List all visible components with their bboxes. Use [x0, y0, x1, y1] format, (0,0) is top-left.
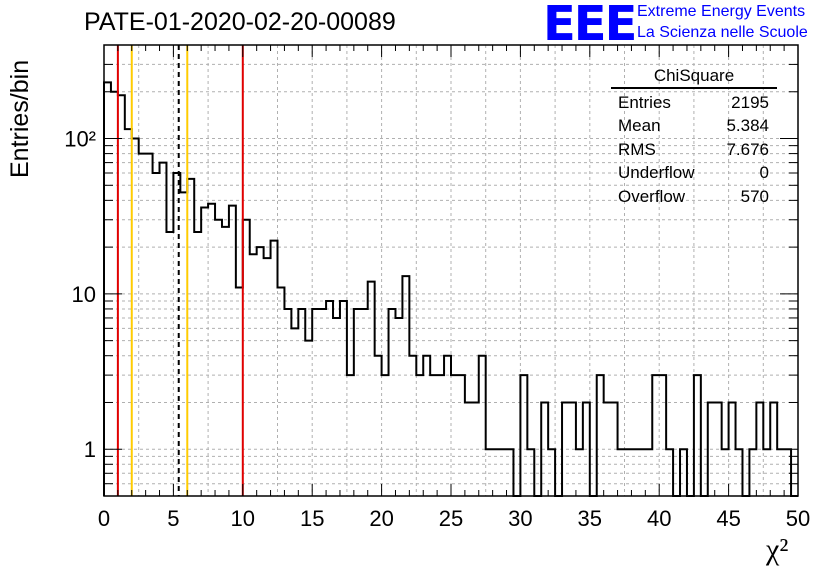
stats-value: 7.676: [726, 139, 769, 159]
x-tick-label: 50: [786, 506, 810, 531]
org-name: Extreme Energy Events: [637, 3, 806, 20]
stats-row-rms: RMS 7.676: [611, 138, 777, 161]
stats-value: 5.384: [726, 116, 769, 136]
chart-title: PATE-01-2020-02-20-00089: [84, 8, 396, 36]
y-tick-label: 10: [72, 282, 96, 307]
stats-row-overflow: Overflow 570: [611, 185, 777, 208]
stats-label: Entries: [618, 93, 671, 112]
x-tick-label: 35: [578, 506, 602, 531]
y-tick-label: 1: [84, 437, 96, 462]
x-tick-label: 45: [716, 506, 740, 531]
x-axis-label: χ²: [766, 533, 789, 566]
x-tick-label: 10: [231, 506, 255, 531]
x-tick-label: 25: [439, 506, 463, 531]
stats-row-underflow: Underflow 0: [611, 161, 777, 184]
stats-value: 2195: [731, 93, 769, 112]
stats-label: Overflow: [618, 186, 686, 206]
x-tick-label: 5: [167, 506, 179, 531]
stats-box: ChiSquare Entries 2195 Mean 5.384 RMS 7.…: [611, 66, 777, 208]
stats-label: Mean: [618, 116, 661, 136]
x-tick-label: 40: [647, 506, 671, 531]
stats-row-entries: Entries 2195: [611, 91, 777, 114]
stats-row-mean: Mean 5.384: [611, 114, 777, 137]
stats-value: 0: [759, 163, 769, 183]
x-tick-label: 20: [369, 506, 393, 531]
stats-label: Underflow: [618, 163, 695, 183]
x-tick-label: 0: [98, 506, 110, 531]
stats-value: 570: [740, 186, 769, 206]
stats-title: ChiSquare: [611, 66, 777, 89]
org-subtitle: La Scienza nelle Scuole: [637, 24, 808, 41]
eee-logo: EEE: [543, 0, 637, 52]
x-tick-label: 30: [508, 506, 532, 531]
stats-label: RMS: [618, 139, 656, 159]
y-tick-label: 10²: [64, 127, 96, 152]
histogram-series: [103, 81, 798, 497]
x-tick-label: 15: [300, 506, 324, 531]
